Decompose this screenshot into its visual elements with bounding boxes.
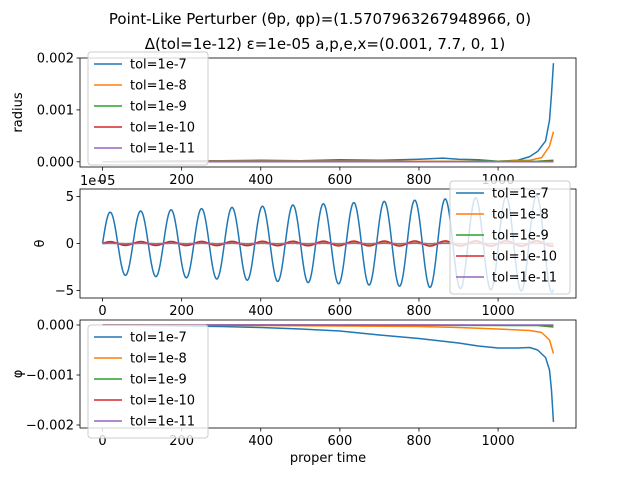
- legend: tol=1e-7 tol=1e-8 tol=1e-9 tol=1e-10 tol=1e-…: [87, 51, 209, 166]
- x-tick-label: 400: [248, 304, 273, 319]
- legend-entry: tol=1e-11: [130, 415, 195, 430]
- legend-entry: tol=1e-10: [492, 250, 557, 265]
- axes-frame: [79, 319, 577, 429]
- subplot-2: 0 200 400 600 800 1000−505θ1e−5tol=1e-7tol=1e…: [33, 174, 577, 319]
- x-tick-label: 600: [327, 173, 352, 188]
- y-tick-label: −0.001: [26, 369, 74, 384]
- y-axis-label: radius: [11, 92, 26, 132]
- legend-frame: [87, 324, 209, 439]
- subplots: 0 200 400 600 800 1000 0.000 0.001 0.002 radius to…: [11, 51, 577, 466]
- y-tick-label: 0.000: [37, 319, 74, 334]
- y-axis-label: θ: [33, 239, 48, 247]
- y-tick-label: 0: [66, 237, 74, 252]
- legend-frame: [87, 51, 209, 166]
- x-tick-label: 600: [327, 434, 352, 449]
- x-tick-label: 1000: [482, 434, 515, 449]
- offset-text: 1e−5: [80, 174, 115, 189]
- axes-frame: [79, 57, 577, 168]
- x-tick-label: 0: [98, 304, 106, 319]
- y-tick-label: 0.001: [37, 103, 74, 118]
- legend-entry: tol=1e-10: [130, 121, 195, 136]
- legend-entry: tol=1e-8: [130, 352, 187, 367]
- y-tick-label: −5: [55, 284, 74, 299]
- x-tick-label: 0: [98, 434, 106, 449]
- figure-title-line1: Point-Like Perturber (θp, φp)=(1.5707963…: [109, 10, 531, 28]
- x-tick-label: 200: [169, 304, 194, 319]
- x-tick-label: 600: [327, 304, 352, 319]
- legend-entry: tol=1e-8: [130, 79, 187, 94]
- x-tick-label: 0: [98, 173, 106, 188]
- y-tick-label: 5: [66, 190, 74, 205]
- legend-frame: [449, 180, 571, 295]
- legend-entry: tol=1e-7: [492, 187, 549, 202]
- legend-entry: tol=1e-9: [130, 100, 187, 115]
- y-tick-label: 0.000: [37, 155, 74, 170]
- series-line: [102, 324, 555, 423]
- legend-entry: tol=1e-9: [130, 373, 187, 388]
- x-tick-label: 200: [169, 173, 194, 188]
- legend-entry: tol=1e-7: [130, 58, 187, 73]
- legend-entry: tol=1e-9: [492, 229, 549, 244]
- y-tick-label: −0.002: [26, 419, 74, 434]
- legend: tol=1e-7 tol=1e-8 tol=1e-9 tol=1e-10 tol=1e-…: [87, 324, 209, 439]
- legend-entry: tol=1e-10: [130, 394, 195, 409]
- legend: tol=1e-7 tol=1e-8 tol=1e-9 tol=1e-10 tol=1e-…: [449, 180, 571, 295]
- y-tick-label: 0.002: [37, 52, 74, 67]
- y-axis-label: φ: [11, 370, 26, 379]
- x-tick-label: 800: [407, 304, 432, 319]
- x-axis-label: proper time: [290, 451, 366, 466]
- figure-title-line2: Δ(tol=1e-12) ε=1e-05 a,p,e,x=(0.001, 7.7…: [145, 35, 505, 53]
- series-lines: [102, 324, 555, 423]
- legend-entry: tol=1e-7: [130, 331, 187, 346]
- subplot-3: 0 200 400 600 800 10000.000−0.001−0.002φprope…: [11, 319, 577, 466]
- x-tick-label: 1000: [482, 304, 515, 319]
- legend-entry: tol=1e-11: [130, 142, 195, 157]
- x-tick-label: 800: [407, 434, 432, 449]
- subplot-1: 020040060080010000.0000.0010.002radiusto…: [11, 51, 577, 188]
- x-tick-label: 800: [407, 173, 432, 188]
- x-tick-label: 400: [248, 173, 273, 188]
- x-tick-label: 400: [248, 434, 273, 449]
- legend-entry: tol=1e-8: [492, 208, 549, 223]
- legend-entry: tol=1e-11: [492, 271, 557, 286]
